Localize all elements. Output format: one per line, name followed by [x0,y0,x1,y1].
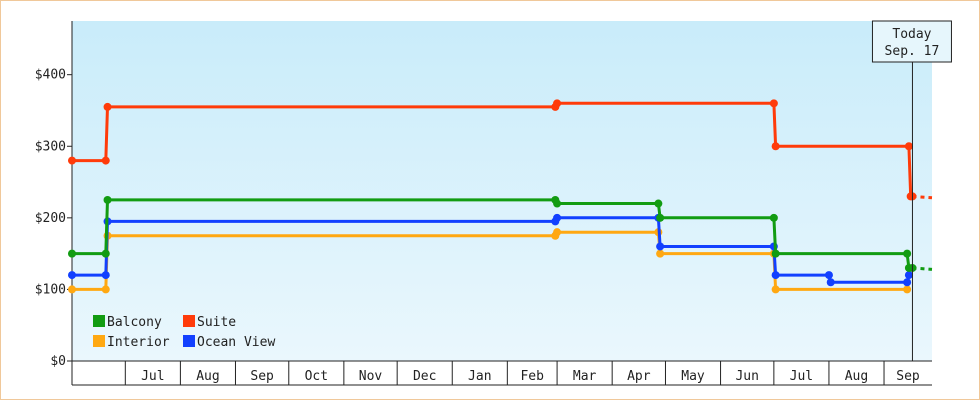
y-tick-label: $200 [35,211,66,226]
data-point [771,249,780,258]
y-tick-label: $400 [35,68,66,83]
data-point [656,213,665,222]
x-tick-label: Nov [359,369,383,384]
data-point [771,285,780,294]
x-tick-label: Sep [896,369,920,384]
data-point [903,249,912,258]
data-point [103,195,112,204]
x-tick-label: Sep [250,369,274,384]
plot-area [72,21,932,361]
legend-swatch [93,335,105,347]
x-tick-label: Oct [305,369,328,384]
x-tick-label: Aug [196,369,219,384]
data-point [101,249,110,258]
data-point [553,228,562,237]
data-point [68,271,76,280]
series-line-suite [72,101,913,198]
data-point [903,285,912,294]
legend-swatch [183,315,195,327]
x-tick-label: Jul [790,369,813,384]
x-tick-label: Mar [573,369,597,384]
today-box [871,20,952,63]
x-tick-label: Jan [468,369,491,384]
x-tick-label: Dec [413,369,436,384]
data-point [101,285,110,294]
data-point [68,285,76,294]
data-point [769,213,778,222]
today-date: Sep. 17 [885,44,940,59]
x-tick-label: Apr [627,369,651,384]
legend-label: Suite [197,315,236,330]
data-point [903,278,912,287]
data-point [771,142,780,151]
data-point [769,99,778,108]
x-tick-label: May [681,369,705,384]
y-tick-label: $300 [35,139,66,154]
today-label: Today [892,27,931,42]
data-point [101,271,110,280]
data-point [553,99,562,108]
data-point [656,242,665,251]
data-point [826,278,835,287]
data-point [771,271,780,280]
legend-label: Interior [107,335,170,350]
legend-swatch [93,315,105,327]
data-point [553,213,562,222]
data-point [103,102,112,111]
data-point [101,156,110,165]
x-tick-label: Jun [735,369,758,384]
y-tick-label: $0 [50,354,66,369]
legend-label: Ocean View [197,335,275,350]
legend-swatch [183,335,195,347]
data-point [68,156,76,165]
legend-label: Balcony [107,315,162,330]
data-point [656,249,665,258]
data-point [68,249,76,258]
data-point [553,199,562,208]
data-point [654,199,663,208]
x-tick-label: Aug [845,369,868,384]
y-tick-label: $100 [35,282,66,297]
x-tick-label: Feb [520,369,544,384]
x-tick-label: Jul [141,369,164,384]
data-point [904,142,913,151]
data-point [824,271,833,280]
data-point [904,271,913,280]
